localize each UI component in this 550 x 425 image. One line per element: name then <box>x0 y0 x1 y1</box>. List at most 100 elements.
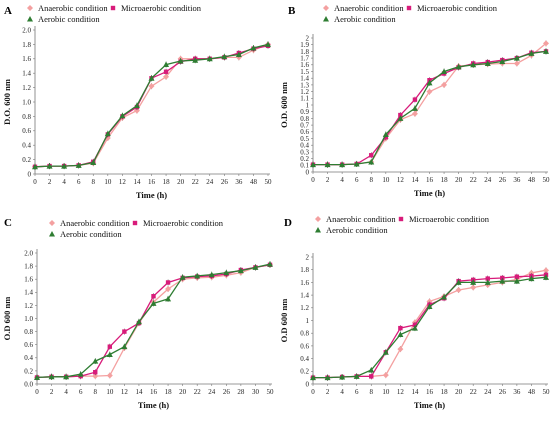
y-tick-label: 2 <box>306 34 310 42</box>
data-point <box>528 50 535 56</box>
x-tick-label: 30 <box>252 388 260 396</box>
data-point <box>61 163 68 169</box>
y-tick-label: 0.4 <box>300 142 309 150</box>
x-tick-label: 8 <box>94 388 98 396</box>
x-tick-label: 36 <box>513 388 521 396</box>
data-point <box>368 158 375 165</box>
series-line <box>34 43 269 168</box>
legend-marker <box>49 231 55 237</box>
x-tick-label: 18 <box>441 176 449 184</box>
chart-panel-B: B00.10.20.30.40.50.60.70.80.911.11.21.31… <box>279 3 550 198</box>
data-point <box>426 303 433 310</box>
data-point <box>265 41 271 47</box>
data-point <box>353 160 360 167</box>
series-microaerobic-condition <box>34 261 273 381</box>
data-point <box>151 294 156 299</box>
data-point <box>543 40 549 47</box>
x-tick-label: 50 <box>543 388 550 396</box>
x-tick-label: 12 <box>121 388 129 396</box>
panel-label: C <box>4 217 12 229</box>
x-tick-label: 16 <box>148 178 156 186</box>
y-tick-label: 2.0 <box>24 249 33 257</box>
data-point <box>543 48 549 54</box>
series-line <box>313 269 547 379</box>
data-point <box>339 374 346 380</box>
x-tick-label: 8 <box>370 388 374 396</box>
y-tick-label: 0.5 <box>300 135 309 143</box>
data-point <box>252 264 259 270</box>
x-tick-label: 16 <box>150 388 158 396</box>
legend-marker <box>323 16 329 22</box>
legend-label: Aerobic condition <box>38 14 100 24</box>
data-point <box>369 153 374 158</box>
series-line <box>313 42 547 166</box>
y-tick-label: 1.0 <box>24 315 33 323</box>
data-point <box>237 267 244 274</box>
data-point <box>455 63 462 70</box>
data-point <box>163 69 169 74</box>
x-tick-label: 22 <box>192 178 200 186</box>
y-tick-label: 1.2 <box>24 302 33 310</box>
data-point <box>119 112 126 119</box>
data-point <box>150 300 157 306</box>
legend-marker <box>132 220 138 226</box>
legend-marker <box>315 216 321 222</box>
legend-marker <box>406 5 412 11</box>
x-tick-label: 0 <box>35 388 39 396</box>
series-aerobic-condition <box>32 41 271 170</box>
x-tick-label: 20 <box>455 388 463 396</box>
y-tick-label: 0.6 <box>300 342 309 350</box>
x-tick-label: 26 <box>223 388 231 396</box>
y-tick-label: 0.2 <box>300 368 309 376</box>
y-tick-label: 0.4 <box>300 355 309 363</box>
data-point <box>397 331 404 337</box>
legend-label: Anaerobic condition <box>326 214 396 224</box>
y-tick-label: 0.8 <box>24 328 33 336</box>
data-point <box>470 284 477 291</box>
x-tick-label: 28 <box>237 388 245 396</box>
data-point <box>368 367 375 373</box>
y-tick-label: 0.6 <box>22 127 31 135</box>
x-tick-label: 16 <box>426 176 434 184</box>
x-tick-label: 4 <box>64 388 68 396</box>
x-tick-label: 10 <box>382 388 390 396</box>
y-tick-label: 0 <box>306 380 310 388</box>
data-point <box>382 349 389 355</box>
x-tick-label: 4 <box>340 388 344 396</box>
y-tick-label: 1.4 <box>24 289 33 297</box>
series-anaerobic-condition <box>310 267 549 381</box>
series-aerobic-condition <box>34 261 273 381</box>
data-point <box>455 287 462 294</box>
series-line <box>313 274 547 379</box>
y-tick-label: 0.8 <box>22 113 31 121</box>
data-point <box>398 112 403 118</box>
legend-label: Aerobic condition <box>334 14 396 24</box>
x-tick-label: 18 <box>163 178 171 186</box>
legend-label: Microaerobic condition <box>143 218 224 228</box>
series-line <box>34 43 269 168</box>
y-tick-label: 0.3 <box>300 148 309 156</box>
data-point <box>411 105 418 111</box>
y-axis-label: O.D 600 nm <box>279 299 289 343</box>
y-tick-label: 0.2 <box>24 367 33 375</box>
x-tick-label: 10 <box>104 178 112 186</box>
x-tick-label: 0 <box>311 176 315 184</box>
series-microaerobic-condition <box>310 271 549 381</box>
x-tick-label: 24 <box>484 176 492 184</box>
x-tick-label: 6 <box>355 176 359 184</box>
y-tick-label: 2.0 <box>22 26 31 34</box>
legend-marker <box>315 227 321 233</box>
legend-marker <box>27 5 33 11</box>
x-tick-label: 2 <box>326 388 330 396</box>
data-point <box>513 278 520 284</box>
y-tick-label: 0.6 <box>24 341 33 349</box>
x-tick-label: 50 <box>267 388 275 396</box>
data-point <box>32 163 38 170</box>
series-line <box>313 276 547 379</box>
x-tick-label: 8 <box>92 178 96 186</box>
legend-label: Microaerobic condition <box>417 3 498 13</box>
data-point <box>165 295 172 302</box>
x-tick-label: 24 <box>484 388 492 396</box>
data-point <box>194 272 201 279</box>
y-axis-label: D.O. 600 nm <box>2 79 12 125</box>
